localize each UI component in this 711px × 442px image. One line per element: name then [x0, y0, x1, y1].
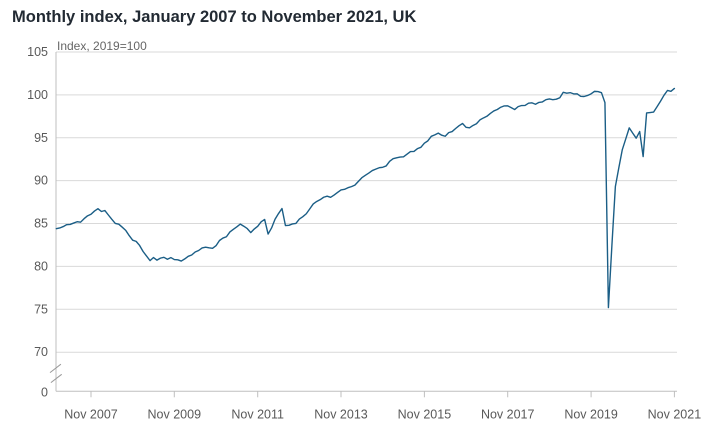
svg-text:80: 80: [34, 259, 48, 273]
svg-text:105: 105: [27, 45, 48, 59]
svg-text:Nov 2011: Nov 2011: [231, 408, 284, 422]
svg-text:Nov 2017: Nov 2017: [481, 408, 535, 422]
svg-text:95: 95: [34, 131, 48, 145]
svg-text:Nov 2007: Nov 2007: [64, 408, 118, 422]
svg-text:Nov 2019: Nov 2019: [564, 408, 618, 422]
svg-text:100: 100: [27, 88, 48, 102]
svg-text:85: 85: [34, 217, 48, 231]
svg-text:Nov 2015: Nov 2015: [398, 408, 452, 422]
svg-text:Nov 2021: Nov 2021: [648, 408, 702, 422]
svg-text:Nov 2013: Nov 2013: [314, 408, 368, 422]
svg-text:75: 75: [34, 302, 48, 316]
svg-text:90: 90: [34, 174, 48, 188]
svg-text:70: 70: [34, 345, 48, 359]
svg-text:Nov 2009: Nov 2009: [148, 408, 202, 422]
svg-text:0: 0: [41, 385, 48, 399]
